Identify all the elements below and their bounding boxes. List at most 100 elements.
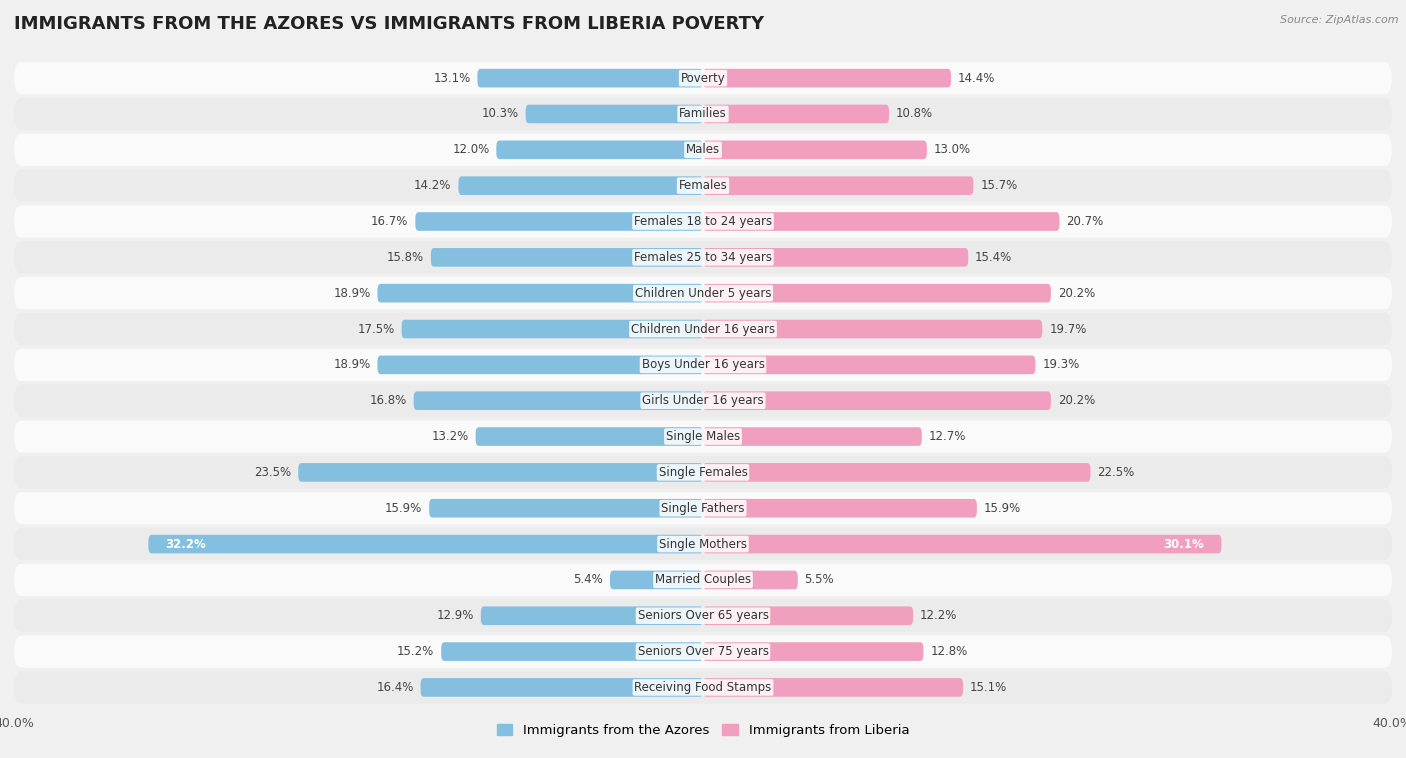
FancyBboxPatch shape [703,571,797,589]
FancyBboxPatch shape [14,277,1392,309]
Text: Single Females: Single Females [658,466,748,479]
FancyBboxPatch shape [298,463,703,482]
FancyBboxPatch shape [458,177,703,195]
FancyBboxPatch shape [441,642,703,661]
Text: 12.9%: 12.9% [436,609,474,622]
Text: 5.5%: 5.5% [804,573,834,587]
FancyBboxPatch shape [149,534,703,553]
Text: 23.5%: 23.5% [254,466,291,479]
FancyBboxPatch shape [14,528,1392,560]
FancyBboxPatch shape [703,356,1035,374]
Text: Single Males: Single Males [666,430,740,443]
FancyBboxPatch shape [703,678,963,697]
Text: Females 25 to 34 years: Females 25 to 34 years [634,251,772,264]
FancyBboxPatch shape [14,133,1392,166]
Text: Receiving Food Stamps: Receiving Food Stamps [634,681,772,694]
FancyBboxPatch shape [703,534,1222,553]
Text: Females 18 to 24 years: Females 18 to 24 years [634,215,772,228]
Text: Poverty: Poverty [681,72,725,85]
Text: Children Under 16 years: Children Under 16 years [631,323,775,336]
Text: Boys Under 16 years: Boys Under 16 years [641,359,765,371]
FancyBboxPatch shape [703,177,973,195]
FancyBboxPatch shape [377,283,703,302]
FancyBboxPatch shape [14,456,1392,488]
Text: 14.2%: 14.2% [415,179,451,193]
Text: 22.5%: 22.5% [1098,466,1135,479]
Text: 17.5%: 17.5% [357,323,395,336]
Text: 13.0%: 13.0% [934,143,972,156]
FancyBboxPatch shape [430,248,703,267]
Text: Females: Females [679,179,727,193]
FancyBboxPatch shape [496,140,703,159]
Text: 15.7%: 15.7% [980,179,1018,193]
FancyBboxPatch shape [14,313,1392,345]
Text: 30.1%: 30.1% [1163,537,1204,550]
FancyBboxPatch shape [703,606,912,625]
Text: Source: ZipAtlas.com: Source: ZipAtlas.com [1281,15,1399,25]
Legend: Immigrants from the Azores, Immigrants from Liberia: Immigrants from the Azores, Immigrants f… [491,719,915,742]
FancyBboxPatch shape [14,98,1392,130]
FancyBboxPatch shape [429,499,703,518]
Text: 10.8%: 10.8% [896,108,934,121]
Text: 20.2%: 20.2% [1057,394,1095,407]
FancyBboxPatch shape [14,349,1392,381]
FancyBboxPatch shape [703,105,889,124]
FancyBboxPatch shape [14,635,1392,668]
Text: 15.2%: 15.2% [396,645,434,658]
Text: 15.9%: 15.9% [984,502,1021,515]
Text: 13.2%: 13.2% [432,430,468,443]
FancyBboxPatch shape [14,62,1392,94]
Text: Males: Males [686,143,720,156]
FancyBboxPatch shape [14,421,1392,453]
Text: 12.2%: 12.2% [920,609,957,622]
FancyBboxPatch shape [703,499,977,518]
Text: Girls Under 16 years: Girls Under 16 years [643,394,763,407]
FancyBboxPatch shape [14,564,1392,596]
Text: Seniors Over 75 years: Seniors Over 75 years [637,645,769,658]
FancyBboxPatch shape [14,672,1392,703]
Text: Children Under 5 years: Children Under 5 years [634,287,772,299]
Text: 15.9%: 15.9% [385,502,422,515]
FancyBboxPatch shape [14,384,1392,417]
FancyBboxPatch shape [475,428,703,446]
FancyBboxPatch shape [703,248,969,267]
FancyBboxPatch shape [415,212,703,231]
Text: 13.1%: 13.1% [433,72,471,85]
FancyBboxPatch shape [703,69,950,87]
Text: 18.9%: 18.9% [333,359,371,371]
Text: 20.7%: 20.7% [1066,215,1104,228]
Text: 15.8%: 15.8% [387,251,425,264]
FancyBboxPatch shape [703,212,1060,231]
Text: 19.3%: 19.3% [1042,359,1080,371]
Text: 19.7%: 19.7% [1049,323,1087,336]
Text: 20.2%: 20.2% [1057,287,1095,299]
Text: IMMIGRANTS FROM THE AZORES VS IMMIGRANTS FROM LIBERIA POVERTY: IMMIGRANTS FROM THE AZORES VS IMMIGRANTS… [14,15,765,33]
FancyBboxPatch shape [413,391,703,410]
FancyBboxPatch shape [14,492,1392,525]
FancyBboxPatch shape [14,600,1392,632]
FancyBboxPatch shape [478,69,703,87]
FancyBboxPatch shape [14,241,1392,274]
FancyBboxPatch shape [703,320,1042,338]
Text: 16.7%: 16.7% [371,215,409,228]
FancyBboxPatch shape [14,170,1392,202]
FancyBboxPatch shape [703,428,922,446]
Text: Single Fathers: Single Fathers [661,502,745,515]
Text: Married Couples: Married Couples [655,573,751,587]
FancyBboxPatch shape [481,606,703,625]
Text: 12.7%: 12.7% [928,430,966,443]
FancyBboxPatch shape [703,140,927,159]
Text: Families: Families [679,108,727,121]
Text: 14.4%: 14.4% [957,72,995,85]
FancyBboxPatch shape [703,283,1050,302]
Text: Seniors Over 65 years: Seniors Over 65 years [637,609,769,622]
FancyBboxPatch shape [420,678,703,697]
FancyBboxPatch shape [703,463,1091,482]
Text: 15.4%: 15.4% [976,251,1012,264]
Text: 15.1%: 15.1% [970,681,1007,694]
Text: 16.4%: 16.4% [377,681,413,694]
Text: 10.3%: 10.3% [482,108,519,121]
FancyBboxPatch shape [526,105,703,124]
Text: 12.8%: 12.8% [931,645,967,658]
Text: Single Mothers: Single Mothers [659,537,747,550]
